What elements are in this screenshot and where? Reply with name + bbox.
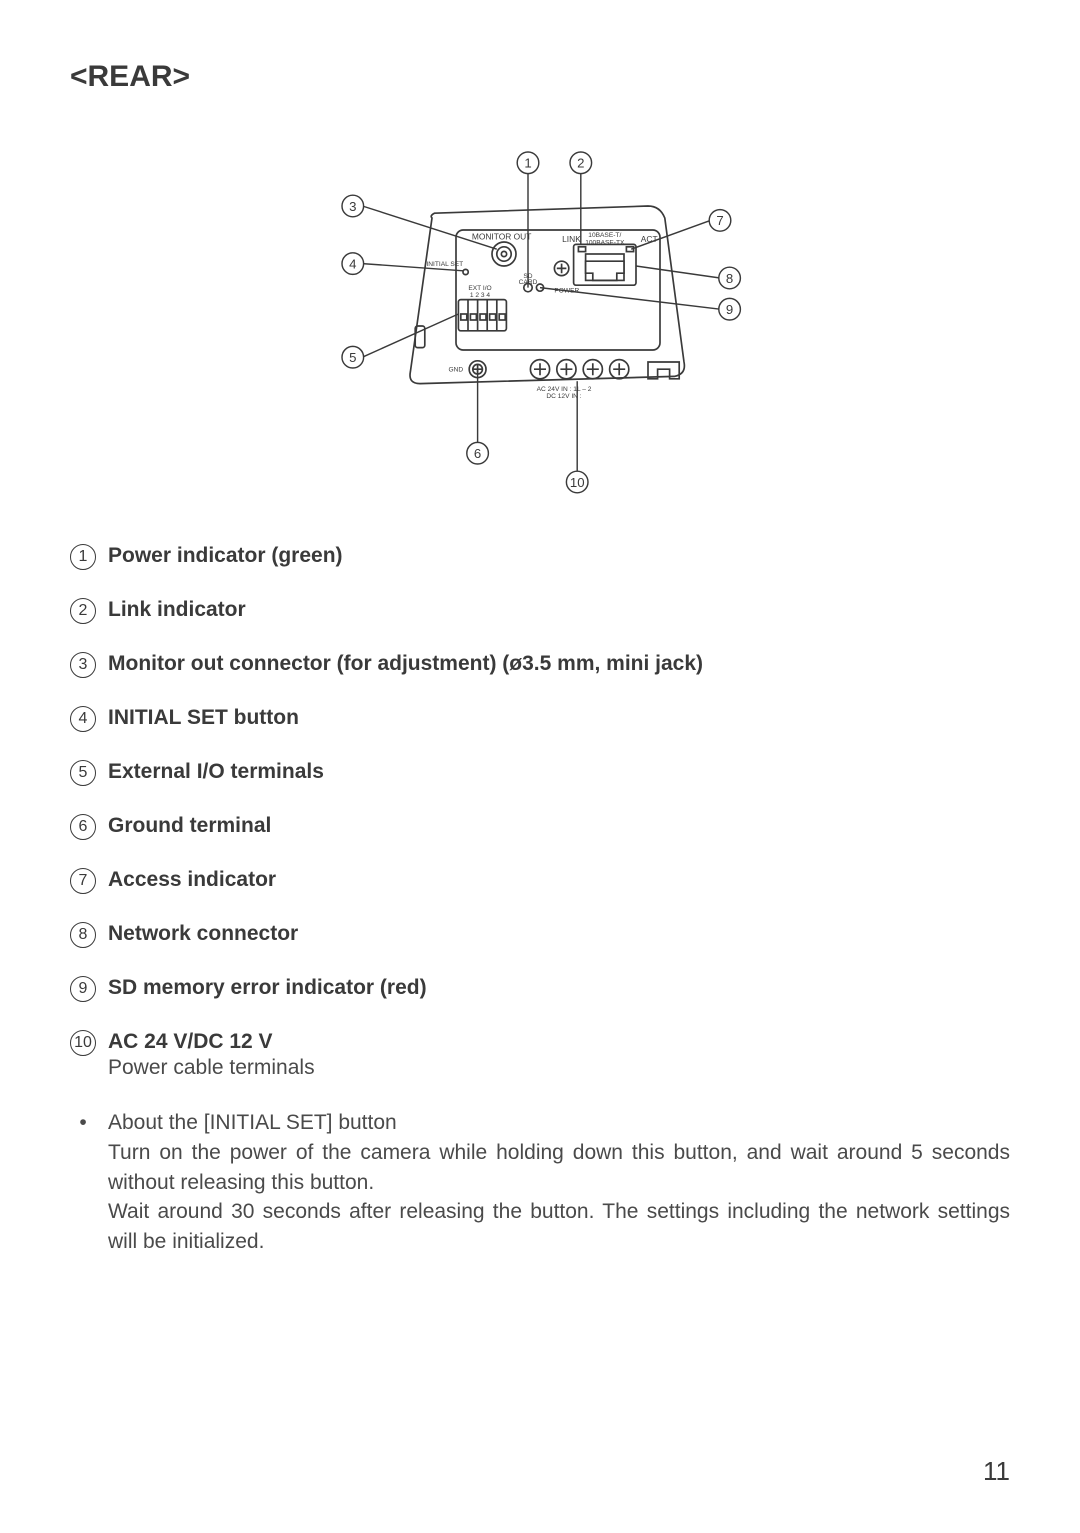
list-item: 6 Ground terminal: [70, 814, 1010, 840]
rear-diagram-svg: MONITOR OUT LINK 10BASE-T/ 100BASE-TX AC…: [280, 134, 800, 494]
item-num: 10: [70, 1030, 96, 1056]
item-title: Network connector: [108, 922, 298, 945]
callout-5: 5: [349, 350, 356, 365]
item-title: AC 24 V/DC 12 V: [108, 1030, 273, 1053]
label-ext-nums: 1 2 3 4: [470, 292, 490, 299]
list-item: 3 Monitor out connector (for adjustment) …: [70, 652, 1010, 678]
list-item: 8 Network connector: [70, 922, 1010, 948]
callout-3: 3: [349, 199, 356, 214]
list-item: 4 INITIAL SET button: [70, 706, 1010, 732]
item-num: 6: [70, 814, 96, 840]
label-ac24: AC 24V IN : 1L – 2: [537, 386, 592, 393]
about-initial-set: • About the [INITIAL SET] button Turn on…: [70, 1108, 1010, 1257]
label-link: LINK: [562, 234, 581, 244]
list-item: 1 Power indicator (green): [70, 544, 1010, 570]
item-num: 2: [70, 598, 96, 624]
label-ext-io: EXT I/O: [468, 285, 491, 292]
bullet: •: [70, 1108, 96, 1138]
label-gnd: GND: [449, 367, 464, 374]
page-number: 11: [983, 1456, 1010, 1487]
list-item: 2 Link indicator: [70, 598, 1010, 624]
item-title: Monitor out connector (for adjustment) (…: [108, 652, 703, 675]
label-10base: 10BASE-T/: [588, 232, 621, 239]
item-title: INITIAL SET button: [108, 706, 299, 729]
manual-page: <REAR>: [0, 0, 1080, 1533]
about-heading: About the [INITIAL SET] button: [108, 1108, 1010, 1138]
item-title: Power indicator (green): [108, 544, 343, 567]
list-item: 5 External I/O terminals: [70, 760, 1010, 786]
item-num: 7: [70, 868, 96, 894]
callout-9: 9: [726, 302, 733, 317]
item-num: 1: [70, 544, 96, 570]
item-num: 3: [70, 652, 96, 678]
about-line1: Turn on the power of the camera while ho…: [108, 1138, 1010, 1198]
list-item: 9 SD memory error indicator (red): [70, 976, 1010, 1002]
callout-2: 2: [577, 156, 584, 171]
callout-6: 6: [474, 446, 481, 461]
about-line2: Wait around 30 seconds after releasing t…: [108, 1197, 1010, 1257]
item-title: Link indicator: [108, 598, 246, 621]
parts-list: 1 Power indicator (green) 2 Link indicator…: [70, 544, 1010, 1257]
item-num: 9: [70, 976, 96, 1002]
item-sub: Power cable terminals: [108, 1056, 1010, 1080]
callout-4: 4: [349, 256, 356, 271]
label-initial-set: INITIAL SET: [426, 261, 463, 268]
item-title: Access indicator: [108, 868, 276, 891]
item-num: 4: [70, 706, 96, 732]
item-num: 8: [70, 922, 96, 948]
list-item: 7 Access indicator: [70, 868, 1010, 894]
label-monitor-out: MONITOR OUT: [472, 232, 532, 242]
section-title: <REAR>: [70, 60, 1010, 94]
item-title: External I/O terminals: [108, 760, 324, 783]
callout-1: 1: [524, 156, 531, 171]
callout-8: 8: [726, 271, 733, 286]
label-100base: 100BASE-TX: [585, 239, 625, 246]
callout-10: 10: [570, 475, 585, 490]
list-item: 10 AC 24 V/DC 12 V Power cable terminals: [70, 1030, 1010, 1080]
item-title: Ground terminal: [108, 814, 271, 837]
item-num: 5: [70, 760, 96, 786]
item-title: SD memory error indicator (red): [108, 976, 427, 999]
label-dc12: DC 12V IN :: [546, 393, 581, 400]
callout-7: 7: [716, 213, 723, 228]
rear-diagram: MONITOR OUT LINK 10BASE-T/ 100BASE-TX AC…: [70, 134, 1010, 494]
